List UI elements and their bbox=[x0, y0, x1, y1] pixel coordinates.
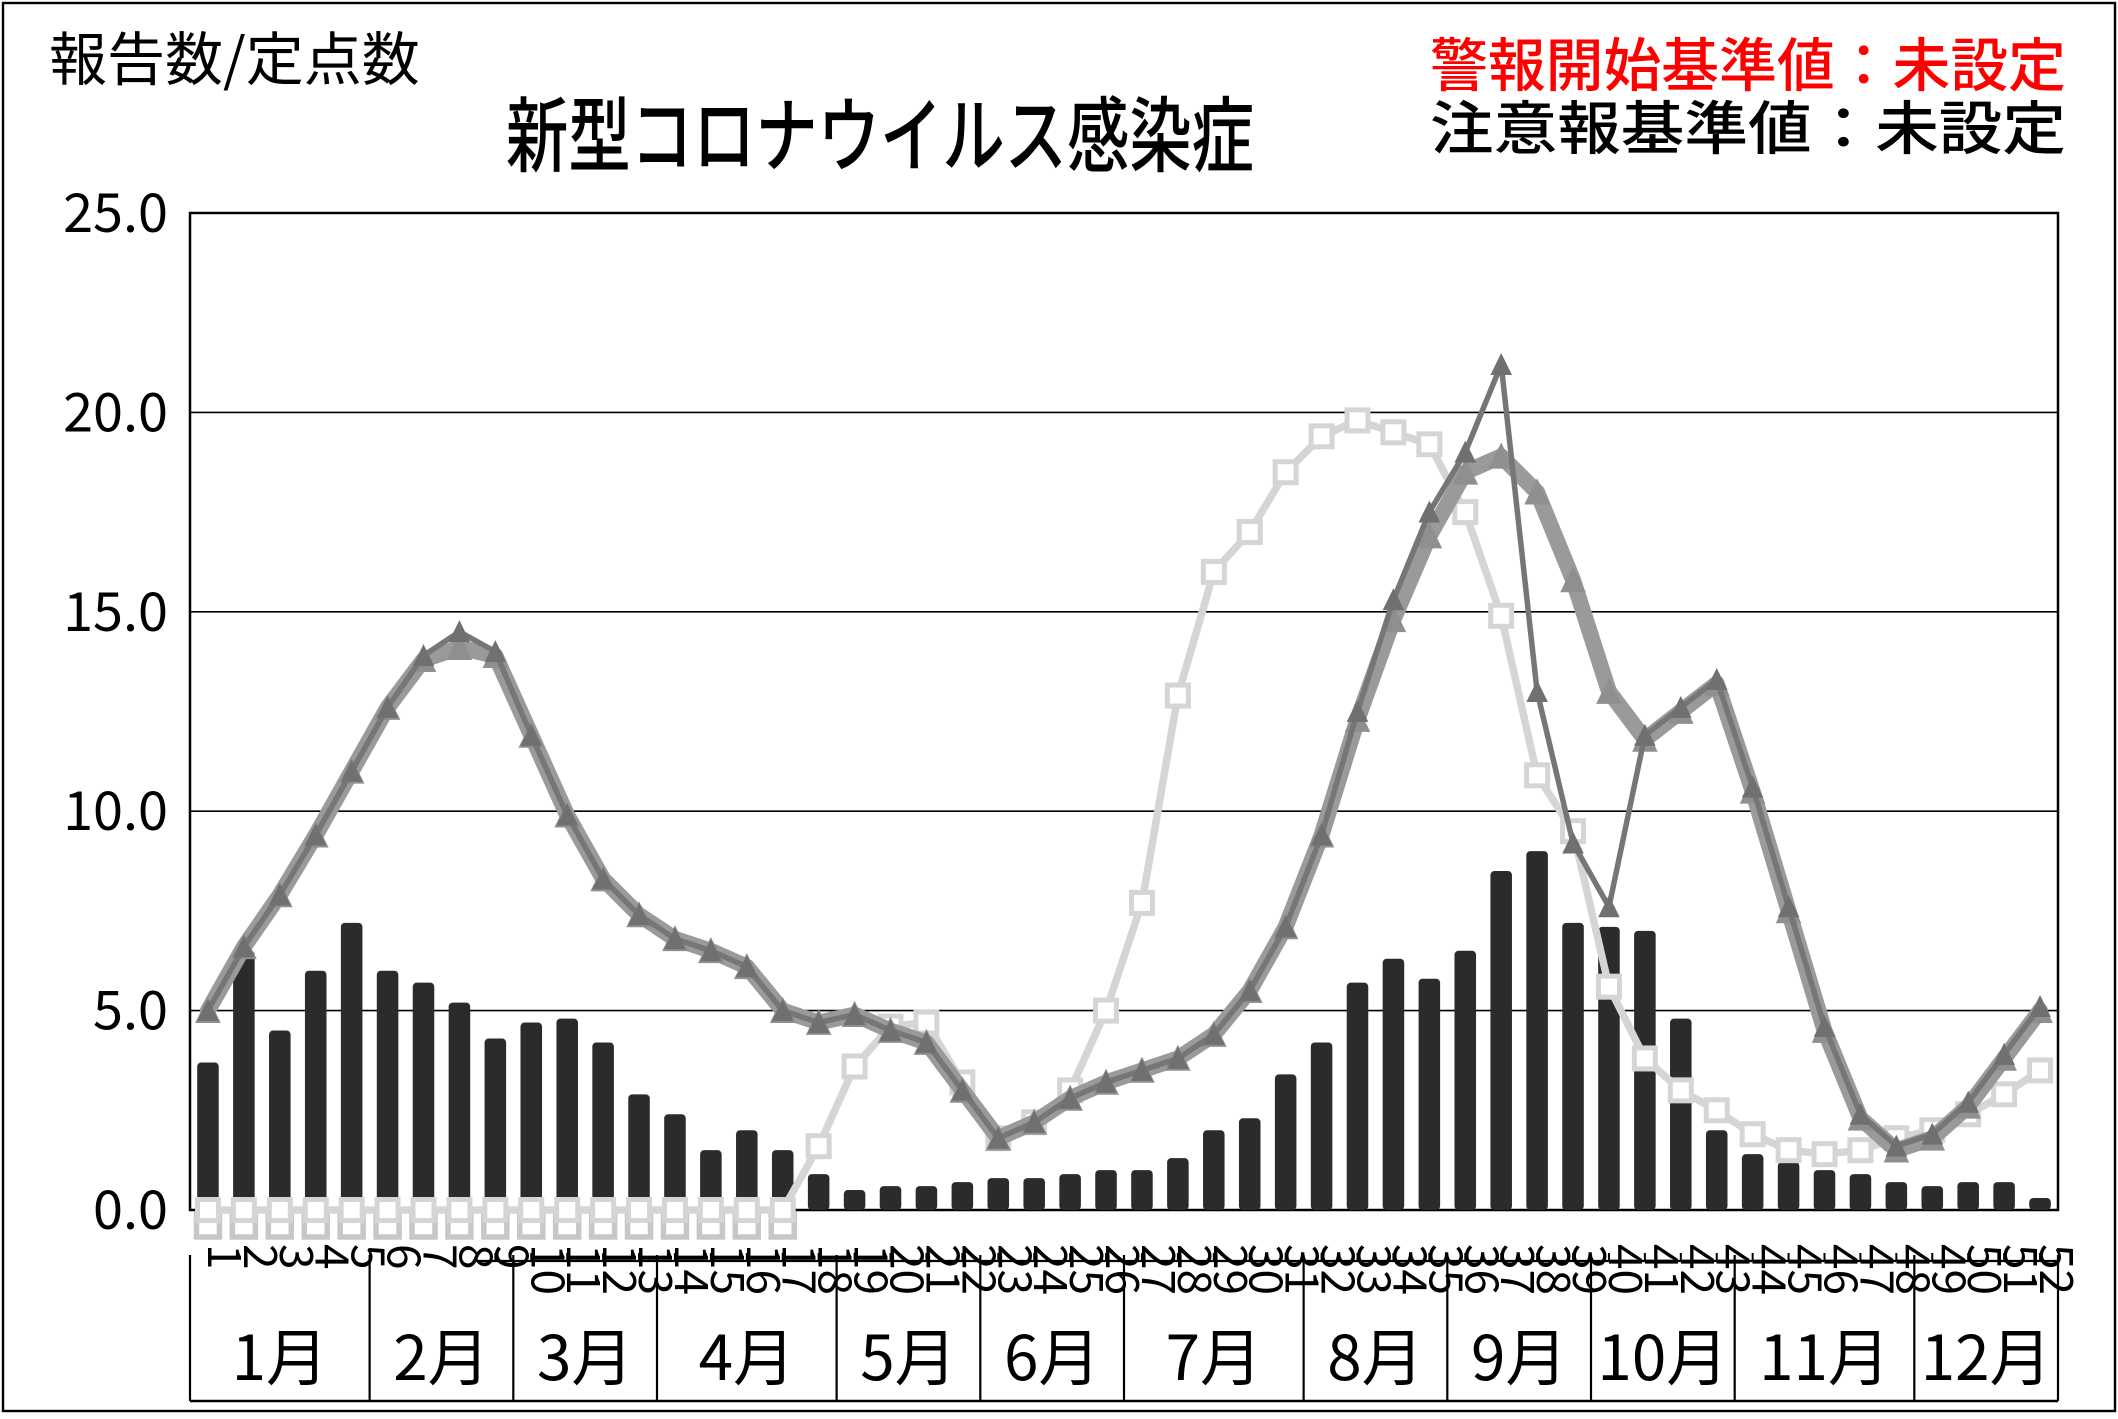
svg-text:12月: 12月 bbox=[1921, 1308, 2052, 1398]
svg-text:9月: 9月 bbox=[1471, 1308, 1567, 1398]
svg-text:3月: 3月 bbox=[537, 1308, 633, 1398]
svg-text:5月: 5月 bbox=[860, 1308, 956, 1398]
svg-text:10月: 10月 bbox=[1597, 1308, 1728, 1398]
svg-text:11月: 11月 bbox=[1759, 1308, 1890, 1398]
svg-text:10.0: 10.0 bbox=[63, 767, 168, 846]
svg-text:2月: 2月 bbox=[393, 1308, 489, 1398]
svg-text:25.0: 25.0 bbox=[63, 169, 168, 248]
svg-text:7月: 7月 bbox=[1166, 1308, 1262, 1398]
svg-text:新型コロナウイルス感染症: 新型コロナウイルス感染症 bbox=[506, 70, 1254, 189]
svg-text:15.0: 15.0 bbox=[63, 568, 168, 647]
svg-text:注意報基準値：未設定: 注意報基準値：未設定 bbox=[1430, 82, 2066, 166]
svg-text:1月: 1月 bbox=[232, 1308, 328, 1398]
svg-text:4月: 4月 bbox=[699, 1308, 795, 1398]
svg-text:報告数/定点数: 報告数/定点数 bbox=[49, 13, 420, 97]
svg-text:6月: 6月 bbox=[1004, 1308, 1100, 1398]
svg-text:0.0: 0.0 bbox=[93, 1166, 168, 1245]
svg-text:20.0: 20.0 bbox=[63, 368, 168, 447]
svg-text:5.0: 5.0 bbox=[93, 967, 168, 1046]
svg-text:8月: 8月 bbox=[1327, 1308, 1423, 1398]
